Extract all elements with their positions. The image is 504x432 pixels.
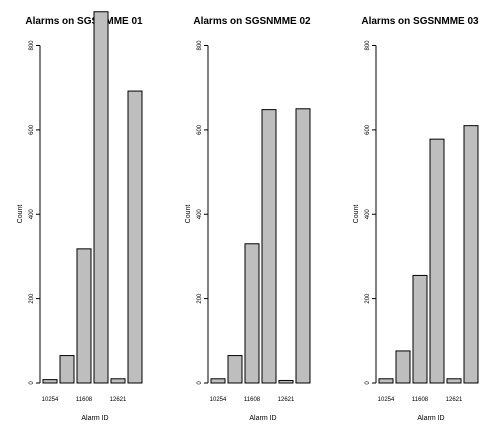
y-axis-label: Count [353, 205, 360, 224]
y-tick-label: 800 [29, 40, 35, 51]
bar-2 [395, 350, 411, 384]
y-tick-label: 800 [365, 40, 371, 51]
y-axis-label: Count [17, 205, 24, 224]
bar-6 [127, 90, 143, 384]
bar-4 [93, 11, 109, 384]
bar-2 [227, 355, 243, 384]
bar-3 [412, 274, 428, 384]
chart-title: Alarms on SGSNMME 03 [361, 16, 479, 27]
y-tick-label: 600 [29, 124, 35, 135]
bar-3 [244, 243, 260, 384]
y-tick-label: 200 [197, 293, 203, 304]
y-tick-label: 200 [365, 293, 371, 304]
x-tick-label: 10254 [210, 397, 227, 403]
bar-5 [110, 378, 126, 384]
y-tick-label: 600 [197, 124, 203, 135]
y-tick-label: 800 [197, 40, 203, 51]
chart-panel-2: Alarms on SGSNMME 02 0 200 400 600 800 Count 10… [185, 16, 311, 422]
bar-1 [42, 379, 58, 384]
y-tick-label: 200 [29, 293, 35, 304]
bar-1 [210, 378, 226, 384]
chart-title: Alarms on SGSNMME 02 [193, 16, 311, 27]
x-tick-label: 10254 [42, 397, 59, 403]
bar-6 [463, 125, 479, 384]
y-tick-label: 0 [365, 381, 371, 385]
x-tick-label: 12621 [446, 397, 463, 403]
x-axis-label: Alarm ID [81, 415, 108, 422]
x-tick-label: 11608 [244, 397, 261, 403]
y-tick-label: 600 [365, 124, 371, 135]
bar-5 [446, 378, 462, 384]
bar-6 [295, 108, 311, 384]
x-tick-label: 12621 [110, 397, 127, 403]
x-tick-label: 11608 [76, 397, 93, 403]
chart-panel-3: Alarms on SGSNMME 03 0 200 400 600 800 Count 10… [353, 16, 479, 422]
chart-title: Alarms on SGSNMME 01 [25, 16, 143, 27]
bar-4 [429, 138, 445, 384]
bar-1 [378, 378, 394, 384]
x-tick-label: 12621 [278, 397, 295, 403]
bar-2 [59, 355, 75, 384]
x-axis-label: Alarm ID [249, 415, 276, 422]
bar-3 [76, 248, 92, 384]
y-tick-label: 0 [29, 381, 35, 385]
y-tick-label: 400 [197, 209, 203, 220]
x-axis-label: Alarm ID [417, 415, 444, 422]
x-tick-label: 10254 [378, 397, 395, 403]
y-tick-label: 400 [29, 209, 35, 220]
bar-5 [278, 379, 294, 384]
y-tick-label: 400 [365, 209, 371, 220]
bar-4 [261, 109, 277, 384]
x-tick-label: 11608 [412, 397, 429, 403]
chart-panel-1: Alarms on SGSNMME 01 0 200 400 600 800 Count 10… [17, 11, 143, 422]
y-axis-label: Count [185, 205, 192, 224]
y-tick-label: 0 [197, 381, 203, 385]
